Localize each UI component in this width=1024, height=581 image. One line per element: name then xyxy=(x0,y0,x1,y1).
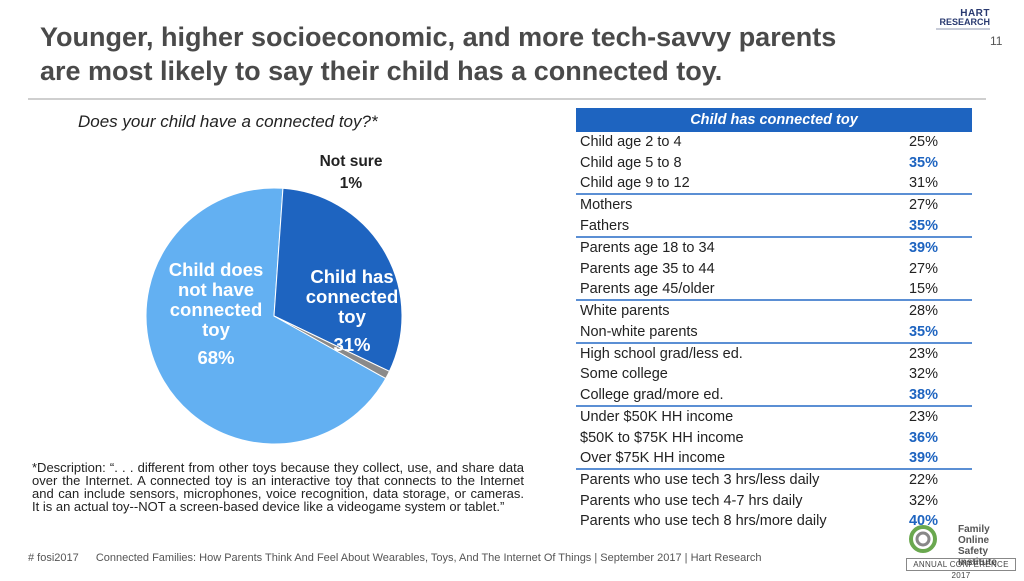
table-row: Mothers 27% xyxy=(576,194,972,215)
row-value: 32% xyxy=(908,492,938,509)
row-label: Under $50K HH income xyxy=(580,409,734,426)
row-label: Fathers xyxy=(576,215,889,238)
slice-label-line: connected xyxy=(170,299,263,320)
row-label: Parents who use tech 8 hrs/more daily xyxy=(580,513,827,530)
page-number: 11 xyxy=(990,34,1003,48)
row-value: 35% xyxy=(908,154,938,171)
row-label: Parents age 18 to 34 xyxy=(580,240,715,257)
row-label: Non-white parents xyxy=(576,321,889,344)
slice-value-label: 31% xyxy=(333,334,370,355)
fosi-name: Family Online Safety Institute xyxy=(958,524,1016,568)
table-row: Parents who use tech 8 hrs/more daily 40% xyxy=(576,511,972,531)
row-value: 39% xyxy=(908,240,938,257)
row-label: White parents xyxy=(580,303,670,320)
slice-label-line: Not sure xyxy=(320,153,383,170)
table-row: Parents age 18 to 34 39% xyxy=(576,237,972,258)
pie-question: Does your child have a connected toy?* xyxy=(78,112,378,131)
conference-badge: ANNUAL CONFERENCE 2017 xyxy=(906,558,1016,580)
row-value: 40% xyxy=(908,513,938,530)
table-row: Over $75K HH income 39% xyxy=(576,447,972,471)
row-label: $50K to $75K HH income xyxy=(580,429,744,446)
connected-toy-table: Child has connected toy Child age 2 to 4… xyxy=(576,108,972,531)
slice-label-line: connected xyxy=(306,286,399,307)
row-value: 39% xyxy=(888,447,972,471)
row-value: 23% xyxy=(908,409,938,426)
row-label: Parents age 35 to 44 xyxy=(580,260,715,277)
row-value: 32% xyxy=(908,366,938,383)
logo-text-bottom: RESEARCH xyxy=(939,17,990,27)
fosi-logo: Family Online Safety Institute ANNUAL CO… xyxy=(906,522,1016,580)
footer-citation: Connected Families: How Parents Think An… xyxy=(95,552,762,564)
fosi-name-line-2: Online Safety xyxy=(958,535,990,557)
row-value: 35% xyxy=(888,215,972,238)
table-row: White parents 28% xyxy=(576,300,972,321)
table-row: Some college 32% xyxy=(576,364,972,384)
slice-not-have xyxy=(145,187,387,445)
row-label: Parents who use tech 3 hrs/less daily xyxy=(580,472,820,489)
slice-label-line: Child has xyxy=(310,266,393,287)
row-value: 36% xyxy=(908,429,938,446)
hart-research-logo: HART RESEARCH xyxy=(934,8,990,34)
title-line-1: Younger, higher socioeconomic, and more … xyxy=(40,22,837,52)
table-header: Child has connected toy xyxy=(576,108,972,132)
table-row: Fathers 35% xyxy=(576,215,972,238)
table-row: Parents who use tech 3 hrs/less daily 22% xyxy=(576,469,972,490)
row-label: Child age 5 to 8 xyxy=(580,154,682,171)
row-value: 27% xyxy=(908,260,938,277)
row-label: Mothers xyxy=(580,197,633,214)
slice-value-label: 68% xyxy=(197,347,234,368)
page-title: Younger, higher socioeconomic, and more … xyxy=(40,20,920,88)
table-row: $50K to $75K HH income 36% xyxy=(576,427,972,447)
slice-value-label: 1% xyxy=(340,175,363,192)
table-row: Under $50K HH income 23% xyxy=(576,406,972,427)
slice-label-line: not have xyxy=(178,279,254,300)
table-row: Non-white parents 35% xyxy=(576,321,972,344)
slice-has xyxy=(273,187,403,372)
row-label: Parents who use tech 4-7 hrs daily xyxy=(580,492,803,509)
footer: # fosi2017 Connected Families: How Paren… xyxy=(28,552,762,564)
row-value: 22% xyxy=(908,472,938,489)
table-row: Parents age 45/older 15% xyxy=(576,278,972,302)
logo-underline xyxy=(936,28,990,30)
row-value: 25% xyxy=(908,134,938,151)
title-line-2: are most likely to say their child has a… xyxy=(40,56,723,86)
table-row: Parents age 35 to 44 27% xyxy=(576,258,972,278)
table-row: Child age 5 to 8 35% xyxy=(576,152,972,172)
row-value: 23% xyxy=(908,346,938,363)
table-row: Child age 2 to 4 25% xyxy=(576,132,972,152)
slice-label-line: toy xyxy=(202,319,230,340)
row-value: 28% xyxy=(908,303,938,320)
title-divider xyxy=(28,98,986,100)
row-label: High school grad/less ed. xyxy=(580,346,743,363)
label-not-sure: Not sure 1% xyxy=(320,153,383,192)
footer-hashtag: # fosi2017 xyxy=(28,552,79,564)
slice-not-sure xyxy=(273,315,391,380)
fosi-name-line-1: Family xyxy=(958,524,990,535)
table-row: College grad/more ed. 38% xyxy=(576,384,972,408)
row-label: Over $75K HH income xyxy=(576,447,889,471)
footnote: *Description: “. . . different from othe… xyxy=(32,460,524,514)
row-label: Child age 9 to 12 xyxy=(576,172,889,196)
fosi-name-line-3: Institute xyxy=(958,557,997,568)
logo-text-top: HART xyxy=(960,8,990,19)
row-value: 31% xyxy=(888,172,972,196)
table-row: Child age 9 to 12 31% xyxy=(576,172,972,196)
row-label: Some college xyxy=(580,366,668,383)
row-label: College grad/more ed. xyxy=(576,384,889,408)
row-value: 27% xyxy=(908,197,938,214)
table-row: Parents who use tech 4-7 hrs daily 32% xyxy=(576,491,972,511)
row-value: 35% xyxy=(888,321,972,344)
row-value: 15% xyxy=(888,278,972,302)
slice-label-line: toy xyxy=(338,306,366,327)
row-label: Parents age 45/older xyxy=(576,278,889,302)
row-value: 38% xyxy=(888,384,972,408)
fosi-swirl-icon xyxy=(909,525,937,553)
table-row: High school grad/less ed. 23% xyxy=(576,343,972,364)
slice-label-line: Child does xyxy=(169,259,264,280)
row-label: Child age 2 to 4 xyxy=(580,134,682,151)
